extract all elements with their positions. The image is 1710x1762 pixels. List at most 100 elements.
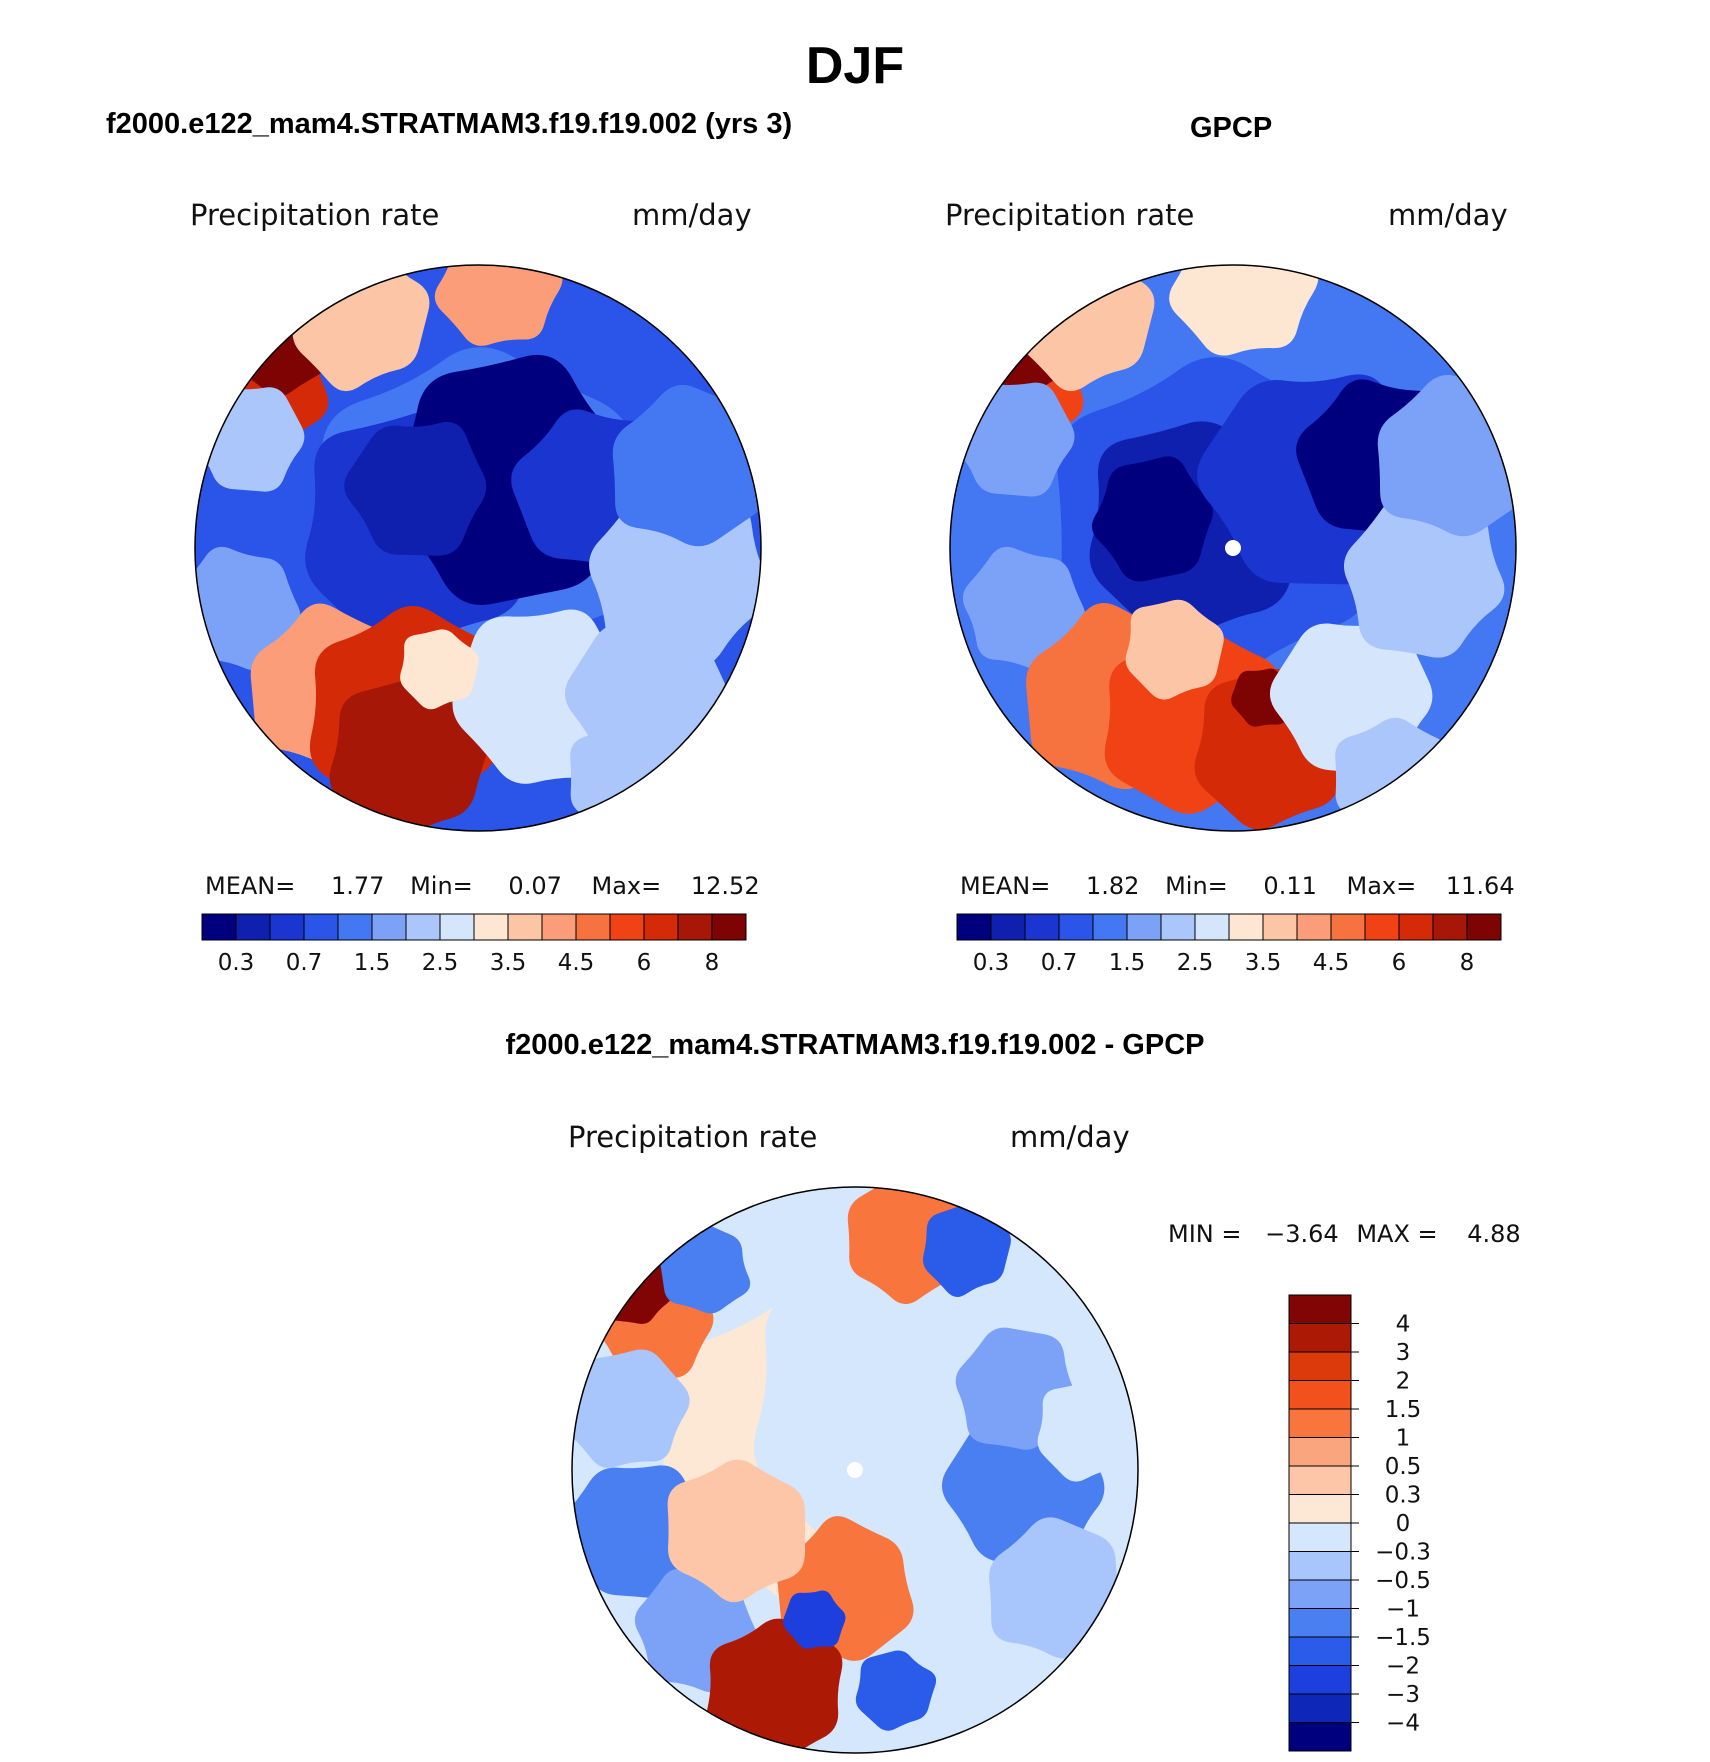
diff-colorbar-box xyxy=(1288,1693,1352,1723)
obs-min-value: 0.11 xyxy=(1263,872,1317,900)
diff-colorbar-box xyxy=(1288,1408,1352,1438)
model-colorbar-box xyxy=(575,913,611,941)
obs-colorbar-box xyxy=(1160,913,1196,941)
diff-field-region xyxy=(855,1650,937,1731)
model-case-title: f2000.e122_mam4.STRATMAM3.f19.f19.002 (y… xyxy=(106,108,793,140)
obs-colorbar-tick-label: 2.5 xyxy=(1177,950,1214,976)
diff-colorbar-box xyxy=(1288,1465,1352,1495)
model-stats: MEAN= 1.77 Min= 0.07 Max= 12.52 xyxy=(205,872,760,900)
diff-colorbar-tick-label: 0 xyxy=(1396,1511,1411,1537)
diff-colorbar-tick-label: −3 xyxy=(1386,1682,1420,1708)
obs-pole-marker xyxy=(1225,540,1241,556)
obs-field-region xyxy=(962,546,1086,671)
obs-colorbar-tick-label: 1.5 xyxy=(1109,950,1146,976)
diff-colorbar-box xyxy=(1288,1323,1352,1353)
model-min-label: Min= xyxy=(410,872,473,900)
obs-min-label: Min= xyxy=(1165,872,1228,900)
diff-case-title: f2000.e122_mam4.STRATMAM3.f19.f19.002 - … xyxy=(505,1029,1205,1061)
diff-colorbar-box xyxy=(1288,1722,1352,1752)
model-colorbar-box xyxy=(677,913,713,941)
diff-colorbar-box xyxy=(1288,1494,1352,1524)
diff-colorbar-tick-label: −1 xyxy=(1386,1597,1420,1623)
model-colorbar-box xyxy=(711,913,747,941)
diff-colorbar-tick-label: 0.3 xyxy=(1385,1483,1422,1509)
diff-colorbar-box xyxy=(1288,1294,1352,1324)
model-colorbar-tick-label: 1.5 xyxy=(354,950,391,976)
diff-map-outline xyxy=(571,1186,1139,1754)
diff-field-region xyxy=(783,1590,846,1649)
model-colorbar-tick-label: 6 xyxy=(637,950,652,976)
diff-field-region xyxy=(667,1459,806,1603)
model-colorbar-tick-label: 8 xyxy=(705,950,720,976)
model-colorbar-box xyxy=(371,913,407,941)
diff-variable-label: Precipitation rate xyxy=(568,1120,818,1154)
model-units-label: mm/day xyxy=(632,198,752,232)
obs-field-region xyxy=(1091,456,1213,582)
obs-mean-label: MEAN= xyxy=(960,872,1051,900)
diff-colorbar-tick-label: −1.5 xyxy=(1375,1625,1431,1651)
obs-case-title: GPCP xyxy=(1190,112,1273,144)
diff-colorbar-tick-label: −0.3 xyxy=(1375,1540,1431,1566)
diff-colorbar-tick-label: 1.5 xyxy=(1385,1397,1422,1423)
obs-field-region xyxy=(1125,599,1224,700)
diff-colorbar-tick-label: 0.5 xyxy=(1385,1454,1422,1480)
model-colorbar-box xyxy=(405,913,441,941)
obs-colorbar-box xyxy=(1364,913,1400,941)
obs-stats: MEAN= 1.82 Min= 0.11 Max= 11.64 xyxy=(960,872,1515,900)
obs-colorbar-box xyxy=(1024,913,1060,941)
obs-max-value: 11.64 xyxy=(1445,872,1515,900)
model-field-region xyxy=(400,629,479,710)
diff-colorbar-tick-label: 4 xyxy=(1396,1312,1411,1338)
model-max-value: 12.52 xyxy=(690,872,760,900)
model-colorbar-box xyxy=(235,913,271,941)
diff-colorbar-box xyxy=(1288,1608,1352,1638)
obs-field xyxy=(950,265,1516,831)
model-colorbar-tick-label: 2.5 xyxy=(422,950,459,976)
figure-title: DJF xyxy=(805,37,905,95)
diff-max-label: MAX = xyxy=(1356,1220,1438,1248)
model-colorbar-box xyxy=(303,913,339,941)
diff-stats: MIN = −3.64 MAX = 4.88 xyxy=(1168,1220,1521,1248)
obs-precip-map xyxy=(949,264,1517,832)
model-field-region xyxy=(612,385,761,547)
model-colorbar-box xyxy=(643,913,679,941)
obs-colorbar-tick-label: 4.5 xyxy=(1313,950,1350,976)
obs-colorbar-box xyxy=(1058,913,1094,941)
diff-colorbar-box xyxy=(1288,1351,1352,1381)
diff-colorbar-box xyxy=(1288,1380,1352,1410)
diff-colorbar-box xyxy=(1288,1665,1352,1695)
diff-min-value: −3.64 xyxy=(1265,1220,1339,1248)
diff-colorbar-box xyxy=(1288,1437,1352,1467)
model-colorbar: 0.3 0.7 1.5 2.5 3.5 4.5 6 8 xyxy=(201,913,747,976)
model-colorbar-box xyxy=(473,913,509,941)
model-field xyxy=(195,265,761,831)
diff-colorbar-tick-label: 2 xyxy=(1396,1369,1411,1395)
diff-colorbar-tick-label: −4 xyxy=(1386,1711,1420,1737)
model-field-region xyxy=(344,422,487,556)
model-variable-label: Precipitation rate xyxy=(190,198,440,232)
obs-colorbar-box xyxy=(1466,913,1502,941)
diff-colorbar: 43 21.5 10.5 0.30 −0.3−0.5 −1−1.5 −2−3 −4 xyxy=(1288,1294,1431,1752)
model-map-outline xyxy=(194,264,762,832)
obs-colorbar: 0.3 0.7 1.5 2.5 3.5 4.5 6 8 xyxy=(956,913,1502,976)
diff-colorbar-tick-label: 1 xyxy=(1396,1426,1411,1452)
diff-field-region xyxy=(922,1204,1011,1297)
diff-colorbar-box xyxy=(1288,1579,1352,1609)
obs-colorbar-tick-label: 3.5 xyxy=(1245,950,1282,976)
obs-max-label: Max= xyxy=(1346,872,1417,900)
diff-colorbar-box xyxy=(1288,1636,1352,1666)
obs-colorbar-box xyxy=(1262,913,1298,941)
obs-colorbar-box xyxy=(1330,913,1366,941)
diff-field-region xyxy=(989,1517,1125,1659)
diff-max-value: 4.88 xyxy=(1467,1220,1521,1248)
model-colorbar-tick-label: 4.5 xyxy=(558,950,595,976)
model-max-label: Max= xyxy=(591,872,662,900)
model-field-region xyxy=(329,678,491,831)
obs-units-label: mm/day xyxy=(1388,198,1508,232)
obs-colorbar-box xyxy=(1398,913,1434,941)
obs-colorbar-box xyxy=(956,913,992,941)
obs-mean-value: 1.82 xyxy=(1086,872,1140,900)
obs-colorbar-tick-label: 0.3 xyxy=(973,950,1010,976)
obs-map-outline xyxy=(949,264,1517,832)
